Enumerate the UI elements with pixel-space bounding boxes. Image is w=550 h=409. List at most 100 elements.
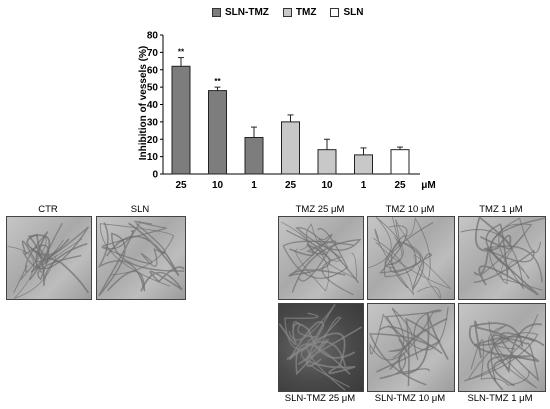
y-tick-label: 60 <box>147 65 159 76</box>
vessel-line <box>286 332 356 374</box>
y-tick-label: 10 <box>147 152 159 163</box>
y-tick-label: 30 <box>147 117 159 128</box>
x-tick-label: 25 <box>285 180 297 191</box>
bar <box>354 154 373 175</box>
vessel-network-image <box>368 217 451 299</box>
vessel-line <box>473 245 543 283</box>
vessel-line <box>369 306 449 361</box>
vessel-line <box>489 217 543 291</box>
legend-swatch-sln <box>330 7 340 17</box>
vessel-line <box>22 226 90 273</box>
vessel-network-image <box>463 314 545 391</box>
vessel-line <box>21 240 82 281</box>
micrograph-tmz-10 <box>367 216 455 300</box>
micrograph-sln <box>96 216 186 300</box>
x-tick-label: 25 <box>394 180 406 191</box>
vessel-line <box>291 227 362 293</box>
micrograph-sln-tmz-10 <box>367 303 455 392</box>
vessel-line <box>279 322 356 359</box>
bar-chart: Inhibition of vessels (%) 0 10 20 30 40 50 60 7… <box>138 31 436 192</box>
legend-swatch-sln-tmz <box>212 7 221 17</box>
vessel-network-image <box>97 220 185 297</box>
vessel-line <box>389 242 433 291</box>
caption-sln: SLN <box>130 204 150 215</box>
y-tick-label: 50 <box>147 83 159 94</box>
vessel-line <box>282 227 354 279</box>
y-tick-label: 0 <box>152 170 158 181</box>
vessel-network-image <box>281 221 362 296</box>
vessel-line <box>376 317 441 387</box>
y-axis-label: Inhibition of vessels (%) <box>138 46 149 160</box>
vessel-line <box>487 323 542 391</box>
y-tick-label: 20 <box>147 135 159 146</box>
caption-tmz-25: TMZ 25 μM <box>295 204 345 215</box>
y-tick-label: 80 <box>147 31 159 42</box>
vessel-line <box>490 332 540 382</box>
micrograph-sln-tmz-1 <box>458 303 546 392</box>
vessel-line <box>287 243 346 277</box>
vessel-line <box>101 222 166 267</box>
vessel-line <box>372 228 414 296</box>
bar <box>281 121 300 175</box>
legend-label-sln-tmz: SLN-TMZ <box>225 6 269 18</box>
caption-sln-tmz-25: SLN-TMZ 25 μM <box>284 393 356 404</box>
vessel-line <box>101 220 167 250</box>
micrograph-ctr <box>6 216 92 300</box>
x-tick-label: 1 <box>251 180 257 191</box>
vessel-line <box>97 222 146 292</box>
vessel-line <box>460 223 533 291</box>
bar <box>244 137 264 175</box>
vessel-network-image <box>7 222 90 299</box>
caption-tmz-1: TMZ 1 μM <box>479 204 523 215</box>
y-tick-label: 70 <box>147 48 159 59</box>
micrograph-sln-tmz-25 <box>278 303 364 392</box>
vessel-line <box>468 322 531 387</box>
chart-legend: SLN-TMZ TMZ SLN <box>212 4 377 20</box>
legend-label-tmz: TMZ <box>295 6 317 18</box>
significance-label: ** <box>178 48 185 57</box>
x-tick-label: 25 <box>175 180 187 191</box>
bar <box>390 149 410 175</box>
y-tick-label: 40 <box>147 100 159 111</box>
caption-sln-tmz-10: SLN-TMZ 10 μM <box>374 393 446 404</box>
legend-item-sln-tmz: SLN-TMZ <box>212 7 269 18</box>
vessel-line <box>500 233 530 285</box>
legend-item-sln: SLN <box>330 7 363 18</box>
bar <box>208 90 227 175</box>
significance-label: ** <box>214 77 221 86</box>
bar <box>317 149 337 175</box>
vessel-line <box>391 217 431 280</box>
caption-tmz-10: TMZ 10 μM <box>385 204 435 215</box>
vessel-line <box>379 351 430 380</box>
caption-ctr: CTR <box>38 204 58 215</box>
vessel-line <box>289 234 354 296</box>
legend-swatch-tmz <box>282 7 292 17</box>
vessel-line <box>398 312 449 375</box>
vessel-network-image <box>279 304 363 391</box>
vessel-line <box>306 223 357 280</box>
micrograph-tmz-25 <box>278 216 364 300</box>
vessel-line <box>295 326 363 376</box>
legend-item-tmz: TMZ <box>282 6 317 18</box>
vessel-line <box>26 233 90 294</box>
x-tick-label: 10 <box>212 180 224 191</box>
vessel-network-image <box>369 306 449 387</box>
vessel-network-image <box>460 217 545 296</box>
vessel-line <box>383 221 434 289</box>
vessel-line <box>487 321 538 389</box>
x-tick-label: 10 <box>321 180 333 191</box>
vessel-line <box>281 221 330 292</box>
vessel-line <box>284 312 350 388</box>
x-tick-label: 1 <box>361 180 367 191</box>
vessel-line <box>368 217 404 269</box>
vessel-line <box>98 229 185 297</box>
vessel-line <box>387 307 413 359</box>
vessel-line <box>7 238 83 299</box>
micrograph-tmz-1 <box>458 216 546 300</box>
vessel-line <box>473 247 539 296</box>
caption-sln-tmz-1: SLN-TMZ 1 μM <box>467 393 533 404</box>
vessel-line <box>140 266 185 292</box>
legend-label-sln: SLN <box>343 6 364 18</box>
x-unit-label: μM <box>421 180 435 191</box>
bar <box>171 65 191 175</box>
